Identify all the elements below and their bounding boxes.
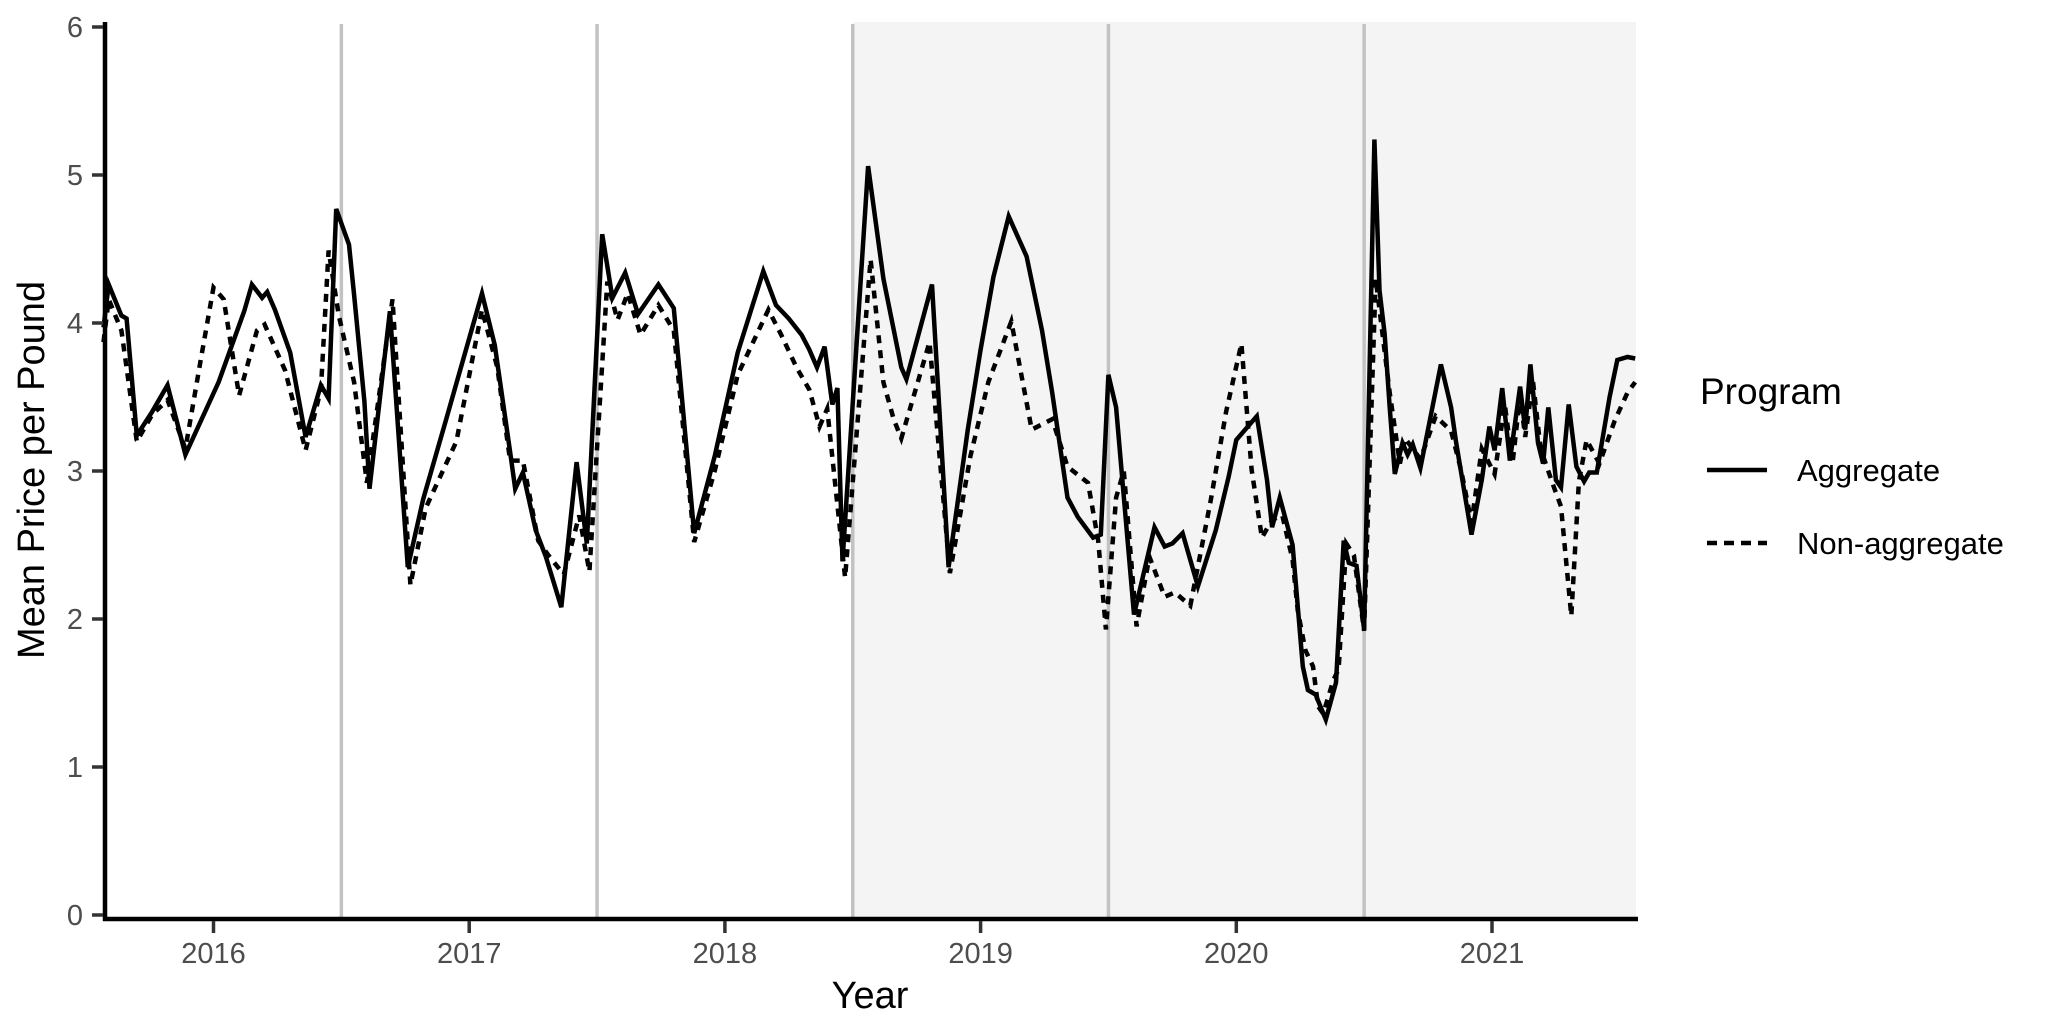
legend-item-label: Aggregate [1797, 453, 1940, 488]
legend-title: Program [1700, 371, 1842, 412]
y-tick-label: 5 [67, 160, 83, 192]
x-axis-title: Year [832, 975, 909, 1017]
x-tick-label: 2020 [1204, 938, 1269, 970]
y-tick-label: 0 [67, 900, 83, 932]
x-tick-label: 2019 [948, 938, 1013, 970]
legend-item-non-aggregate[interactable]: Non-aggregate [1707, 526, 2004, 561]
y-tick-label: 4 [67, 308, 83, 340]
series-line-non-aggregate[interactable] [101, 250, 1638, 719]
y-tick-label: 3 [67, 456, 83, 488]
data-series-layer [101, 139, 1638, 727]
legend-item-aggregate[interactable]: Aggregate [1707, 453, 1940, 488]
x-tick-label: 2016 [181, 938, 246, 970]
x-tick-label: 2018 [693, 938, 758, 970]
y-tick-label: 6 [67, 12, 83, 44]
legend: Program Aggregate Non-aggregate [1700, 371, 2004, 561]
shaded-period-rect [852, 22, 1636, 919]
axis-layer [92, 22, 1638, 933]
series-line-aggregate[interactable] [101, 139, 1636, 727]
legend-item-label: Non-aggregate [1797, 526, 2004, 561]
y-tick-label: 2 [67, 604, 83, 636]
shaded-period-layer [852, 22, 1636, 919]
gridline-layer [339, 24, 1366, 919]
tick-label-layer: 0 1 2 3 4 5 6 2016 2017 2018 2019 2020 2021 [67, 12, 1524, 970]
y-axis-title: Mean Price per Pound [11, 281, 53, 659]
x-tick-label: 2017 [437, 938, 502, 970]
x-tick-label: 2021 [1460, 938, 1525, 970]
y-tick-label: 1 [67, 752, 83, 784]
